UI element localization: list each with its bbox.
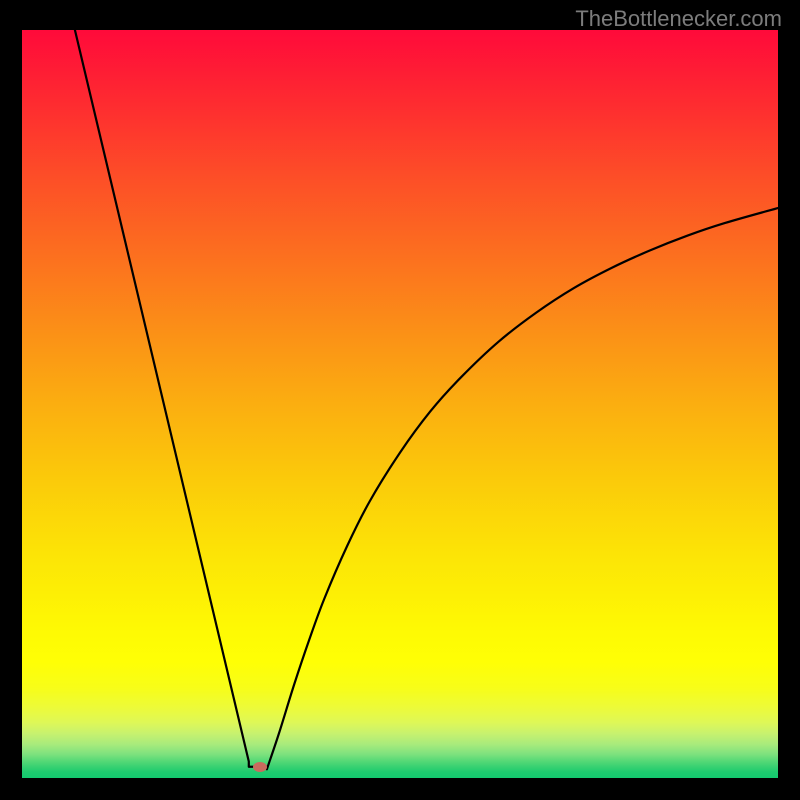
chart-container: TheBottlenecker.com	[0, 0, 800, 800]
curve-svg	[0, 0, 800, 800]
optimum-marker	[253, 762, 267, 772]
bottleneck-curve	[75, 30, 778, 769]
watermark-text: TheBottlenecker.com	[575, 6, 782, 32]
